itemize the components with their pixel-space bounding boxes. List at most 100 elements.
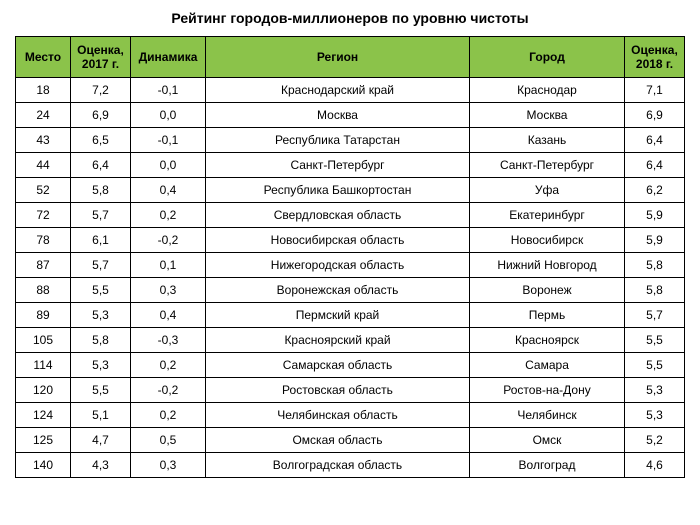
table-header-row: Место Оценка, 2017 г. Динамика Регион Го…	[16, 37, 685, 78]
cell-city: Нижний Новгород	[470, 253, 625, 278]
cell-dynamics: 0,3	[131, 278, 206, 303]
cell-place: 24	[16, 103, 71, 128]
cell-dynamics: 0,3	[131, 453, 206, 478]
table-row: 1254,70,5Омская областьОмск5,2	[16, 428, 685, 453]
cell-score-2017: 5,7	[71, 203, 131, 228]
cell-city: Самара	[470, 353, 625, 378]
cell-dynamics: -0,2	[131, 378, 206, 403]
cell-dynamics: -0,3	[131, 328, 206, 353]
table-row: 525,80,4Республика БашкортостанУфа6,2	[16, 178, 685, 203]
cell-score-2017: 5,5	[71, 278, 131, 303]
cell-score-2017: 5,3	[71, 303, 131, 328]
cell-score-2018: 6,9	[625, 103, 685, 128]
cell-region: Свердловская область	[206, 203, 470, 228]
cell-score-2017: 5,8	[71, 328, 131, 353]
cell-place: 125	[16, 428, 71, 453]
cell-score-2018: 6,2	[625, 178, 685, 203]
table-row: 446,40,0Санкт-ПетербургСанкт-Петербург6,…	[16, 153, 685, 178]
header-score-2017: Оценка, 2017 г.	[71, 37, 131, 78]
cell-score-2017: 5,7	[71, 253, 131, 278]
table-row: 1205,5-0,2Ростовская областьРостов-на-До…	[16, 378, 685, 403]
table-row: 1055,8-0,3Красноярский крайКрасноярск5,5	[16, 328, 685, 353]
table-row: 1404,30,3Волгоградская областьВолгоград4…	[16, 453, 685, 478]
header-city: Город	[470, 37, 625, 78]
header-region: Регион	[206, 37, 470, 78]
cell-score-2017: 6,9	[71, 103, 131, 128]
cell-score-2017: 4,3	[71, 453, 131, 478]
cell-place: 114	[16, 353, 71, 378]
cell-score-2018: 5,5	[625, 328, 685, 353]
cell-score-2017: 5,5	[71, 378, 131, 403]
cell-city: Казань	[470, 128, 625, 153]
table-row: 436,5-0,1Республика ТатарстанКазань6,4	[16, 128, 685, 153]
cell-dynamics: 0,1	[131, 253, 206, 278]
cell-region: Омская область	[206, 428, 470, 453]
cell-city: Ростов-на-Дону	[470, 378, 625, 403]
cell-score-2018: 6,4	[625, 128, 685, 153]
cell-dynamics: 0,2	[131, 203, 206, 228]
table-body: 187,2-0,1Краснодарский крайКраснодар7,12…	[16, 78, 685, 478]
cell-score-2018: 5,8	[625, 253, 685, 278]
cell-score-2017: 5,8	[71, 178, 131, 203]
header-dynamics: Динамика	[131, 37, 206, 78]
table-row: 187,2-0,1Краснодарский крайКраснодар7,1	[16, 78, 685, 103]
table-row: 895,30,4Пермский крайПермь5,7	[16, 303, 685, 328]
cell-region: Новосибирская область	[206, 228, 470, 253]
cell-place: 43	[16, 128, 71, 153]
cell-score-2017: 5,3	[71, 353, 131, 378]
cell-place: 52	[16, 178, 71, 203]
cell-place: 44	[16, 153, 71, 178]
table-row: 885,50,3Воронежская областьВоронеж5,8	[16, 278, 685, 303]
cell-score-2017: 6,1	[71, 228, 131, 253]
cell-dynamics: -0,2	[131, 228, 206, 253]
cell-city: Москва	[470, 103, 625, 128]
rating-table: Место Оценка, 2017 г. Динамика Регион Го…	[15, 36, 685, 478]
table-row: 1145,30,2Самарская областьСамара5,5	[16, 353, 685, 378]
header-score-2018: Оценка, 2018 г.	[625, 37, 685, 78]
cell-city: Санкт-Петербург	[470, 153, 625, 178]
cell-region: Санкт-Петербург	[206, 153, 470, 178]
cell-city: Омск	[470, 428, 625, 453]
cell-region: Воронежская область	[206, 278, 470, 303]
cell-place: 78	[16, 228, 71, 253]
cell-score-2017: 6,4	[71, 153, 131, 178]
cell-score-2018: 5,3	[625, 403, 685, 428]
cell-region: Республика Башкортостан	[206, 178, 470, 203]
cell-place: 87	[16, 253, 71, 278]
cell-city: Екатеринбург	[470, 203, 625, 228]
cell-region: Волгоградская область	[206, 453, 470, 478]
cell-region: Красноярский край	[206, 328, 470, 353]
cell-dynamics: 0,2	[131, 403, 206, 428]
cell-score-2018: 5,2	[625, 428, 685, 453]
cell-score-2018: 6,4	[625, 153, 685, 178]
cell-city: Уфа	[470, 178, 625, 203]
cell-place: 72	[16, 203, 71, 228]
cell-score-2018: 5,9	[625, 228, 685, 253]
cell-dynamics: -0,1	[131, 128, 206, 153]
table-row: 246,90,0МоскваМосква6,9	[16, 103, 685, 128]
cell-place: 89	[16, 303, 71, 328]
cell-score-2017: 6,5	[71, 128, 131, 153]
cell-city: Краснодар	[470, 78, 625, 103]
cell-dynamics: 0,4	[131, 178, 206, 203]
cell-region: Республика Татарстан	[206, 128, 470, 153]
cell-score-2018: 5,8	[625, 278, 685, 303]
table-row: 875,70,1Нижегородская областьНижний Новг…	[16, 253, 685, 278]
cell-place: 105	[16, 328, 71, 353]
cell-place: 88	[16, 278, 71, 303]
cell-score-2018: 5,3	[625, 378, 685, 403]
cell-score-2018: 7,1	[625, 78, 685, 103]
cell-city: Челябинск	[470, 403, 625, 428]
cell-score-2017: 5,1	[71, 403, 131, 428]
cell-city: Волгоград	[470, 453, 625, 478]
cell-place: 124	[16, 403, 71, 428]
cell-region: Москва	[206, 103, 470, 128]
cell-dynamics: 0,4	[131, 303, 206, 328]
cell-dynamics: 0,2	[131, 353, 206, 378]
cell-score-2018: 4,6	[625, 453, 685, 478]
page-title: Рейтинг городов-миллионеров по уровню чи…	[15, 10, 685, 26]
cell-score-2018: 5,7	[625, 303, 685, 328]
cell-city: Новосибирск	[470, 228, 625, 253]
cell-region: Челябинская область	[206, 403, 470, 428]
cell-city: Красноярск	[470, 328, 625, 353]
